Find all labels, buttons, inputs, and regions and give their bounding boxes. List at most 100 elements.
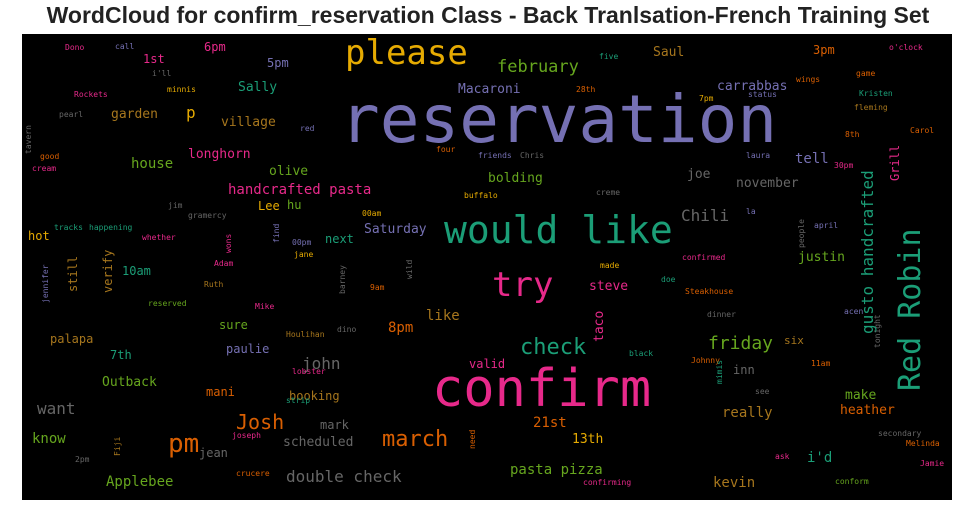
word-group: reservation confirm would like please try Red… xyxy=(24,34,944,491)
word-o-clock: o'clock xyxy=(889,43,923,52)
word-mimis: mimis xyxy=(715,360,724,384)
word-saturday: Saturday xyxy=(364,222,427,237)
wordcloud-background xyxy=(22,34,952,500)
word-confirming: confirming xyxy=(583,478,631,487)
word-check: check xyxy=(520,335,586,360)
word-lee: Lee xyxy=(258,199,280,213)
word-adam: Adam xyxy=(214,259,233,268)
word-00am: 00am xyxy=(362,209,381,218)
word-longhorn: longhorn xyxy=(188,147,251,162)
word-saul: Saul xyxy=(653,45,684,60)
word-pearl: pearl xyxy=(59,110,83,119)
word-hu: hu xyxy=(287,198,301,212)
word-dinner: dinner xyxy=(707,310,736,319)
word-jennifer: jennifer xyxy=(41,264,50,303)
word-00pm: 00pm xyxy=(292,238,311,247)
word-need: need xyxy=(468,430,477,449)
word-chris: Chris xyxy=(520,151,544,160)
word-tell: tell xyxy=(795,151,829,167)
word-jim: jim xyxy=(168,201,183,210)
word-garden: garden xyxy=(111,107,158,122)
word-friends: friends xyxy=(478,151,512,160)
word-march: march xyxy=(382,427,448,452)
word-10am: 10am xyxy=(122,264,151,278)
word-2pm: 2pm xyxy=(75,455,90,464)
word-like: like xyxy=(426,308,460,324)
word-valid: valid xyxy=(469,357,505,371)
word-28th: 28th xyxy=(576,85,595,94)
word-pm: pm xyxy=(168,429,199,459)
word-black: black xyxy=(629,349,653,358)
word-3pm: 3pm xyxy=(813,43,835,57)
word-cream: cream xyxy=(32,164,56,173)
word-red: red xyxy=(300,124,315,133)
word-21st: 21st xyxy=(533,415,567,431)
word-paulie: paulie xyxy=(226,342,269,356)
word-inn: inn xyxy=(733,363,755,377)
word-february: february xyxy=(497,57,579,77)
word-houlihan: Houlihan xyxy=(286,330,325,339)
word-wings: wings xyxy=(796,75,820,84)
chart-title: WordCloud for confirm_reservation Class … xyxy=(46,2,930,28)
word-melinda: Melinda xyxy=(906,439,940,448)
word-wons: wons xyxy=(224,234,233,253)
word-good: good xyxy=(40,152,59,161)
word-red-robin: Red Robin xyxy=(893,228,928,391)
word-mark: mark xyxy=(320,418,350,432)
word-dono: Dono xyxy=(65,43,84,52)
word-palapa: palapa xyxy=(50,332,93,346)
word-status: status xyxy=(748,90,777,99)
word-kevin: kevin xyxy=(713,475,755,491)
word-johnny: Johnny xyxy=(691,356,720,365)
word-6pm: 6pm xyxy=(204,40,226,54)
word-13th: 13th xyxy=(572,432,603,447)
word-people: people xyxy=(797,219,806,248)
word-creme: creme xyxy=(596,188,620,197)
word-ask: ask xyxy=(775,452,790,461)
word-gramercy: gramercy xyxy=(188,211,227,220)
word-see: see xyxy=(755,387,770,396)
word-call: call xyxy=(115,42,134,51)
word-mani: mani xyxy=(206,385,235,399)
word-5pm: 5pm xyxy=(267,56,289,70)
word-booking: booking xyxy=(289,389,340,403)
word-pasta-pizza: pasta pizza xyxy=(510,462,603,478)
word-chili: Chili xyxy=(681,206,729,225)
word-macaroni: Macaroni xyxy=(458,82,521,97)
word-six: six xyxy=(784,334,804,347)
word-five: five xyxy=(599,52,618,61)
word-bolding: bolding xyxy=(488,171,543,186)
word-double-check: double check xyxy=(286,467,402,486)
word-joseph: joseph xyxy=(232,431,261,440)
word-7th: 7th xyxy=(110,348,132,362)
word-april: april xyxy=(814,221,838,230)
word-game: game xyxy=(856,69,875,78)
word-8th: 8th xyxy=(845,130,860,139)
wordcloud-canvas: reservation confirm would like please try Red… xyxy=(22,34,952,500)
word-steakhouse: Steakhouse xyxy=(685,287,733,296)
word-try: try xyxy=(492,265,553,305)
word-9am: 9am xyxy=(370,283,385,292)
word-made: made xyxy=(600,261,619,270)
word-heather: heather xyxy=(840,403,895,418)
word-verify: verify xyxy=(101,250,115,293)
word-reservation: reservation xyxy=(340,81,777,158)
word-wild: wild xyxy=(405,260,414,279)
word-whether: whether xyxy=(142,233,176,242)
word-gusto-handcrafted: gusto handcrafted xyxy=(858,170,877,334)
word-ruth: Ruth xyxy=(204,280,223,289)
word-buffalo: buffalo xyxy=(464,191,498,200)
word-justin: justin xyxy=(798,250,845,265)
word-hot: hot xyxy=(28,229,50,243)
word-november: november xyxy=(736,176,799,191)
word-sure: sure xyxy=(219,318,248,332)
word-friday: friday xyxy=(708,333,773,354)
word-josh: Josh xyxy=(236,410,284,434)
word-fiji: Fiji xyxy=(113,437,122,456)
word-jane: jane xyxy=(294,250,313,259)
word-doe: doe xyxy=(661,275,676,284)
word-scheduled: scheduled xyxy=(283,435,353,450)
word-sally: Sally xyxy=(238,80,277,95)
word-secondary: secondary xyxy=(878,429,922,438)
word-tonight: tonight xyxy=(873,314,882,348)
